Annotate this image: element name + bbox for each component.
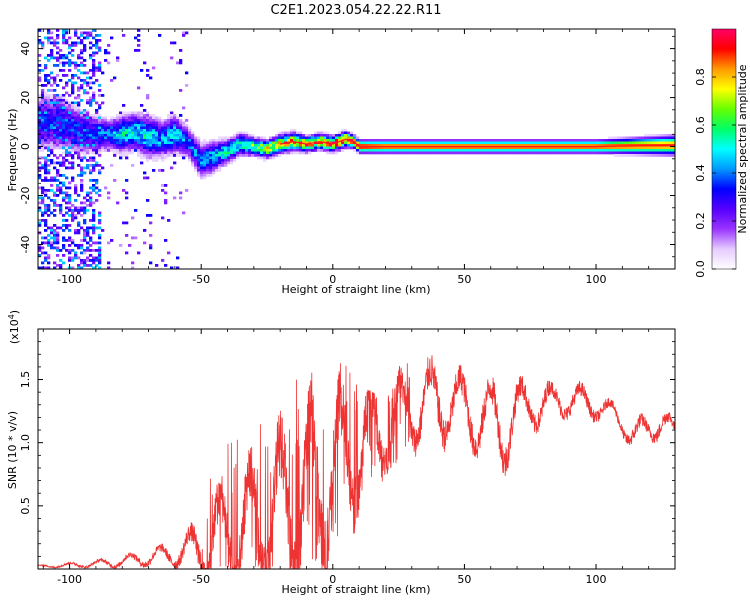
y-tick-label: 0.5: [19, 497, 32, 515]
heatmap-ridge-line: [280, 138, 675, 148]
snr-y-ticks: 0.5 1.0 1.5: [19, 341, 675, 557]
y-tick-label: 20: [19, 91, 32, 105]
snr-x-ticks: -100 -50 0 50 100: [42, 329, 676, 586]
snr-series-line: [38, 355, 675, 569]
y-tick-label: 40: [19, 42, 32, 56]
x-tick-label: 50: [457, 273, 471, 286]
colorbar-tick-label: 0.8: [694, 68, 707, 86]
colorbar-tick-label: 0.0: [694, 260, 707, 278]
colorbar-tick-label: 0.2: [694, 212, 707, 230]
x-tick-label: -100: [57, 273, 82, 286]
heatmap-x-axis-label: Height of straight line (km): [281, 283, 430, 296]
x-tick-label: -100: [57, 573, 82, 586]
snr-y-axis-label: SNR (10 * v/v): [6, 411, 19, 489]
colorbar: 0.0 0.2 0.4 0.6 0.8 Normalized spectral ampl…: [694, 28, 749, 278]
heatmap-y-axis-label: Frequency (Hz): [6, 109, 19, 192]
y-tick-label: -20: [19, 187, 32, 205]
colorbar-tick-label: 0.4: [694, 164, 707, 182]
colorbar-gradient: [711, 28, 737, 270]
snr-x-axis-label: Height of straight line (km): [281, 583, 430, 596]
y-tick-label: 1.5: [19, 371, 32, 389]
heatmap-plot-area: [38, 29, 675, 269]
x-tick-label: 50: [457, 573, 471, 586]
x-tick-label: 0: [329, 573, 336, 586]
y-tick-label: -40: [19, 236, 32, 254]
snr-panel: -100 -50 0 50 100 0.5 1.0 1.5 Height of straig…: [6, 310, 676, 596]
heatmap-frame: [37, 28, 676, 270]
colorbar-label: Normalized spectral amplitude: [736, 64, 749, 233]
heatmap-panel: -100 -50 0 50 100 40 20 0 -20 -40 Height of stra…: [6, 28, 676, 296]
heatmap-x-ticks: -100 -50 0 50 100: [42, 29, 676, 286]
x-tick-label: 0: [329, 273, 336, 286]
heatmap-y-ticks: 40 20 0 -20 -40: [19, 35, 675, 258]
x-tick-label: -50: [192, 573, 210, 586]
colorbar-ticks: 0.0 0.2 0.4 0.6 0.8: [694, 68, 736, 278]
figure-title: C2E1.2023.054.22.22.R11: [270, 3, 441, 18]
snr-frame: [37, 328, 676, 570]
x-tick-label: 100: [586, 573, 607, 586]
x-tick-label: 100: [586, 273, 607, 286]
y-tick-label: 1.0: [19, 434, 32, 452]
x-tick-label: -50: [192, 273, 210, 286]
y-tick-label: 0: [19, 143, 32, 150]
snr-y-scale-note: (x104): [7, 310, 21, 344]
colorbar-tick-label: 0.6: [694, 116, 707, 134]
